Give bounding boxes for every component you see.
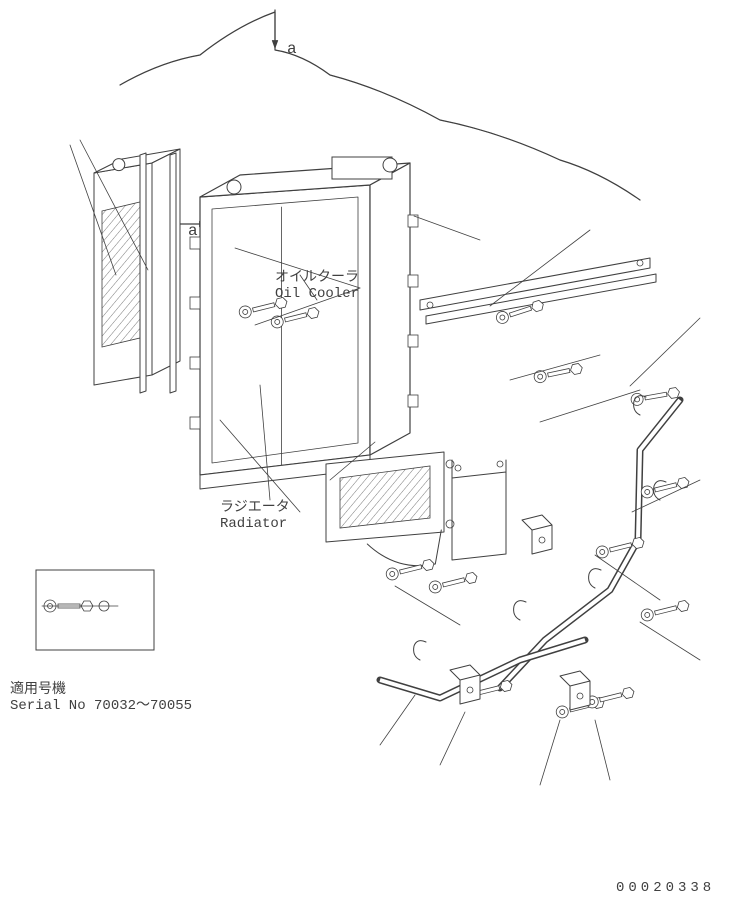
drawing-id: 00020338: [616, 880, 715, 896]
oil-cooler-label-en: Oil Cooler: [275, 286, 359, 303]
section-letter-top: a: [287, 40, 297, 59]
serial-note-en: Serial No 70032～70055: [10, 694, 192, 714]
radiator-label-jp: ラジエータ: [220, 500, 290, 517]
section-letter-side: a: [188, 222, 198, 241]
oil-cooler-label-jp: オイルクーラ: [275, 270, 359, 287]
radiator-label-en: Radiator: [220, 516, 287, 533]
technical-drawing: [0, 0, 743, 903]
